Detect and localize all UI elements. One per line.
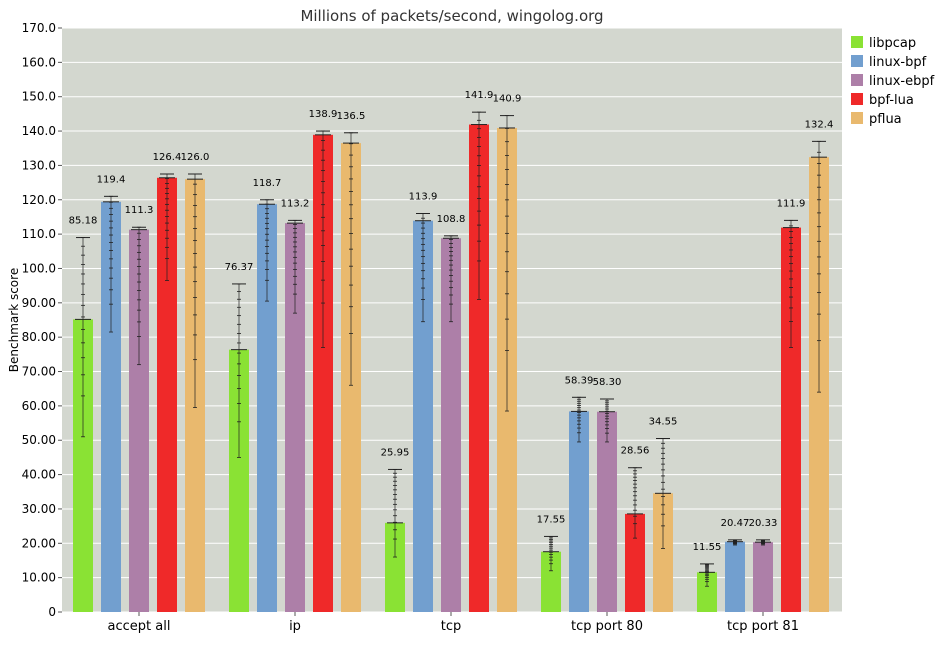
data-label: 119.4 [97,174,126,185]
bar-libpcap [697,572,717,612]
y-tick-label: 100.0 [22,261,56,275]
legend-label: linux-ebpf [869,74,935,89]
bars [73,124,829,613]
x-category-label: ip [289,619,301,634]
bar-bpf-lua [625,513,645,612]
bar-bpf-lua [313,134,333,612]
legend-swatch [851,112,863,124]
error-bars [75,111,827,587]
data-label: 25.95 [381,447,410,458]
bar-libpcap [229,349,249,612]
data-label: 111.3 [125,205,154,216]
data-label: 20.47 [721,518,750,529]
data-label: 138.9 [309,109,338,120]
data-label: 126.4 [153,152,182,163]
y-tick-label: 140.0 [22,124,56,138]
data-label: 11.55 [693,542,722,553]
data-label: 113.2 [281,198,310,209]
data-label: 136.5 [337,111,366,122]
bar-linux-ebpf [129,229,149,612]
bar-linux-bpf [725,541,745,612]
bar-libpcap [385,522,405,612]
y-tick-label: 50.00 [22,433,56,447]
x-category-label: tcp port 80 [571,619,643,634]
y-tick-label: 40.00 [22,468,56,482]
y-tick-label: 30.00 [22,502,56,516]
legend-swatch [851,55,863,67]
bar-libpcap [541,551,561,612]
y-tick-label: 20.00 [22,536,56,550]
data-label: 28.56 [621,446,650,457]
legend-label: libpcap [869,36,916,51]
y-tick-label: 60.00 [22,399,56,413]
bar-linux-ebpf [441,238,461,613]
legend-swatch [851,93,863,105]
y-tick-label: 0 [48,605,56,619]
bar-linux-ebpf [753,542,773,612]
y-tick-label: 110.0 [22,227,56,241]
bar-linux-bpf [257,204,277,612]
y-tick-label: 150.0 [22,90,56,104]
y-axis-ticks: 0 10.00 20.00 30.00 40.00 50.00 60.00 70.00 80.0… [22,21,62,619]
bar-linux-ebpf [597,411,617,612]
data-label: 140.9 [493,94,522,105]
x-axis-categories: accept all ip tcp tcp port 80 tcp port 81 [108,612,799,634]
data-label: 126.0 [181,152,210,163]
data-label: 141.9 [465,90,494,101]
bar-pflua [653,493,673,612]
legend: libpcap linux-bpf linux-ebpf bpf-lua pflua [851,36,935,127]
x-category-label: tcp [441,619,462,634]
data-label: 118.7 [253,178,282,189]
data-label: 132.4 [805,119,834,130]
x-category-label: accept all [108,619,171,634]
bar-libpcap [73,319,93,612]
y-tick-label: 90.00 [22,296,56,310]
bar-bpf-lua [781,227,801,613]
legend-label: bpf-lua [869,93,914,108]
data-label: 113.9 [409,192,438,203]
y-tick-label: 120.0 [22,193,56,207]
legend-swatch [851,74,863,86]
bar-bpf-lua [469,124,489,612]
bar-linux-bpf [101,201,121,613]
data-label: 108.8 [437,214,466,225]
y-tick-label: 10.00 [22,571,56,585]
legend-label: pflua [869,112,902,127]
data-label: 17.55 [537,514,566,525]
data-label: 58.39 [565,375,594,386]
bar-linux-ebpf [285,223,305,613]
bar-bpf-lua [157,177,177,613]
y-tick-label: 170.0 [22,21,56,35]
y-tick-label: 70.00 [22,365,56,379]
data-label: 76.37 [225,262,254,273]
bar-linux-bpf [569,411,589,612]
data-label: 58.30 [593,377,622,388]
data-label: 111.9 [777,198,806,209]
y-axis-label: Benchmark score [7,268,21,372]
data-labels: 85.18 119.4 111.3 126.4 126.0 76.37 118.7 113.2… [69,90,834,553]
y-tick-label: 130.0 [22,158,56,172]
data-label: 34.55 [649,417,678,428]
bar-linux-bpf [413,220,433,612]
legend-label: linux-bpf [869,55,927,70]
y-tick-label: 80.00 [22,330,56,344]
legend-swatch [851,36,863,48]
y-tick-label: 160.0 [22,55,56,69]
x-category-label: tcp port 81 [727,619,799,634]
data-label: 20.33 [749,518,778,529]
chart-title: Millions of packets/second, wingolog.org [300,7,603,25]
data-label: 85.18 [69,216,98,227]
